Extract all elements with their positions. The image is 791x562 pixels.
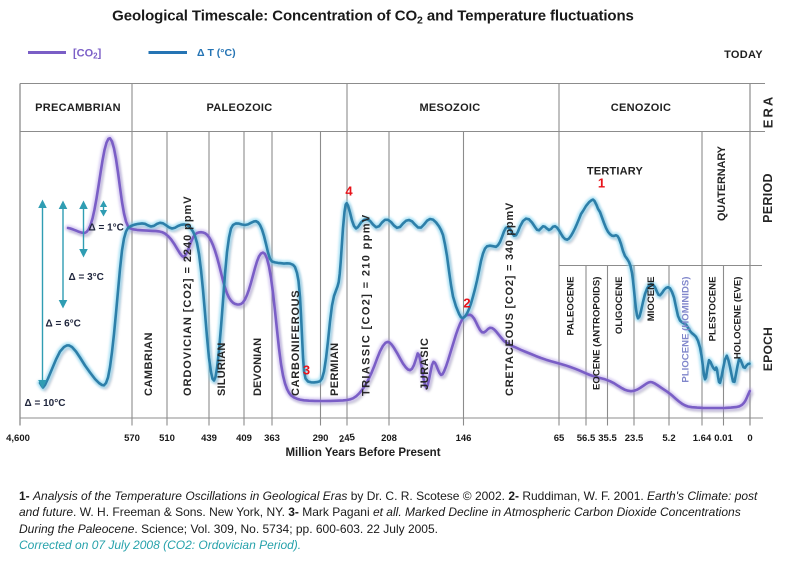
svg-text:TERTIARY: TERTIARY (587, 166, 644, 178)
svg-text:65: 65 (554, 433, 565, 444)
svg-text:0.01: 0.01 (714, 433, 733, 444)
svg-text:Geological Timescale: Concentr: Geological Timescale: Concentration of C… (112, 8, 634, 27)
svg-text:EPOCH: EPOCH (761, 327, 775, 371)
svg-text:PERIOD: PERIOD (761, 173, 775, 223)
svg-text:208: 208 (381, 433, 397, 444)
svg-text:PRECAMBRIAN: PRECAMBRIAN (35, 102, 121, 114)
svg-text:EOCENE (ANTROPOIDS): EOCENE (ANTROPOIDS) (592, 277, 603, 391)
svg-text:439: 439 (201, 433, 217, 444)
svg-text:Δ = 1°C: Δ = 1°C (89, 223, 124, 234)
svg-text:SILURIAN: SILURIAN (216, 342, 228, 396)
svg-text:290: 290 (313, 433, 329, 444)
svg-text:JURASIC: JURASIC (419, 338, 431, 391)
svg-text:QUATERNARY: QUATERNARY (716, 145, 728, 221)
svg-text:5.2: 5.2 (662, 433, 675, 444)
svg-text:OLIGOCENE: OLIGOCENE (614, 276, 625, 334)
svg-text:146: 146 (456, 433, 472, 444)
svg-text:570: 570 (124, 433, 140, 444)
svg-text:23.5: 23.5 (625, 433, 644, 444)
svg-text:1.64: 1.64 (693, 433, 712, 444)
svg-text:CENOZOIC: CENOZOIC (611, 102, 671, 114)
svg-text:363: 363 (264, 433, 280, 444)
svg-text:245: 245 (338, 432, 356, 445)
svg-text:35.5: 35.5 (598, 433, 617, 444)
svg-text:MESOZOIC: MESOZOIC (419, 102, 480, 114)
svg-text:3: 3 (303, 363, 310, 378)
svg-text:409: 409 (236, 433, 252, 444)
svg-text:PALEOCENE: PALEOCENE (566, 276, 577, 336)
svg-text:4,600: 4,600 (6, 433, 30, 444)
svg-text:MIOCENE: MIOCENE (646, 276, 657, 321)
svg-text:0: 0 (747, 433, 752, 444)
svg-text:TRIASSIC [CO2] = 210 ppmV: TRIASSIC [CO2] = 210 ppmV (361, 213, 373, 396)
svg-text:CARBONIFEROUS: CARBONIFEROUS (290, 290, 302, 396)
svg-text:[CO2]: [CO2] (73, 48, 102, 61)
svg-text:Δ T (°C): Δ T (°C) (197, 47, 236, 59)
svg-text:1: 1 (598, 176, 605, 191)
svg-text:56.5: 56.5 (577, 433, 596, 444)
svg-text:CAMBRIAN: CAMBRIAN (143, 332, 155, 396)
svg-text:PLIOCENE (HOMINIDS): PLIOCENE (HOMINIDS) (681, 277, 692, 383)
svg-text:2: 2 (463, 296, 470, 311)
svg-text:CRETACEOUS [CO2] = 340 ppmV: CRETACEOUS [CO2] = 340 ppmV (504, 202, 516, 396)
svg-text:TODAY: TODAY (724, 49, 763, 61)
svg-text:ORDOVICIAN [CO2] = 2240 ppmV: ORDOVICIAN [CO2] = 2240 ppmV (182, 196, 194, 397)
svg-text:DEVONIAN: DEVONIAN (252, 338, 264, 396)
svg-text:4: 4 (345, 184, 353, 199)
svg-text:510: 510 (159, 433, 175, 444)
svg-text:HOLOCENE (EVE): HOLOCENE (EVE) (733, 277, 744, 360)
svg-text:Δ = 3°C: Δ = 3°C (69, 272, 104, 283)
svg-text:ERA: ERA (761, 95, 776, 128)
svg-text:Δ = 6°C: Δ = 6°C (46, 319, 81, 330)
svg-text:PALEOZOIC: PALEOZOIC (206, 102, 272, 114)
svg-text:PERMIAN: PERMIAN (329, 342, 341, 396)
svg-text:Δ = 10°C: Δ = 10°C (25, 398, 66, 409)
svg-text:PLESTOCENE: PLESTOCENE (708, 276, 719, 341)
svg-text:Million Years Before Present: Million Years Before Present (285, 447, 440, 459)
